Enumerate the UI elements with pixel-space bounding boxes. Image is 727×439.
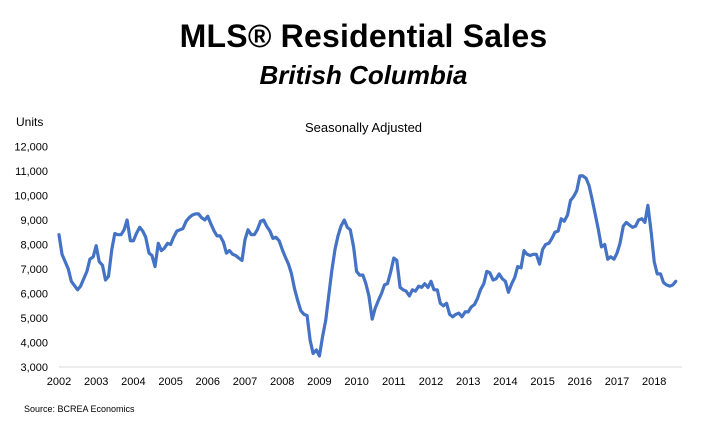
x-tick-label: 2016	[568, 376, 592, 388]
x-tick-label: 2014	[493, 376, 517, 388]
y-tick-label: 7,000	[20, 264, 48, 276]
x-tick-label: 2018	[642, 376, 666, 388]
x-tick-label: 2007	[233, 376, 257, 388]
y-tick-label: 10,000	[14, 191, 48, 203]
y-axis-ticks: 3,000 4,000 5,000 6,000 7,000 8,000 9,000 10,00…	[14, 142, 48, 375]
x-tick-label: 2006	[196, 376, 220, 388]
x-tick-label: 2013	[456, 376, 480, 388]
y-tick-label: 4,000	[20, 338, 48, 350]
x-tick-label: 2008	[270, 376, 294, 388]
y-tick-label: 11,000	[15, 166, 48, 178]
y-tick-label: 12,000	[14, 142, 48, 154]
chart-title: MLS® Residential Sales	[179, 18, 548, 54]
x-tick-label: 2004	[121, 376, 145, 388]
y-tick-label: 3,000	[20, 362, 48, 374]
y-axis-label: Units	[16, 115, 44, 129]
y-tick-label: 8,000	[20, 240, 48, 252]
series-line-residential-sales	[57, 174, 678, 358]
x-tick-label: 2012	[419, 376, 443, 388]
y-tick-label: 5,000	[20, 313, 48, 325]
y-tick-label: 9,000	[20, 215, 48, 227]
y-tick-label: 6,000	[20, 289, 48, 301]
x-tick-label: 2015	[530, 376, 554, 388]
x-tick-label: 2017	[605, 376, 629, 388]
x-tick-label: 2002	[47, 376, 71, 388]
x-tick-label: 2005	[158, 376, 182, 388]
x-tick-label: 2009	[307, 376, 331, 388]
source-note: Source: BCREA Economics	[24, 404, 135, 414]
x-tick-label: 2003	[84, 376, 108, 388]
x-tick-label: 2011	[382, 376, 406, 388]
x-axis-ticks: 2002 2003 2004 2005 2006 2007 2008 2009 2010 2011…	[47, 376, 667, 388]
chart-annotation: Seasonally Adjusted	[304, 120, 423, 135]
chart-subtitle: British Columbia	[259, 60, 468, 90]
x-tick-label: 2010	[344, 376, 368, 388]
